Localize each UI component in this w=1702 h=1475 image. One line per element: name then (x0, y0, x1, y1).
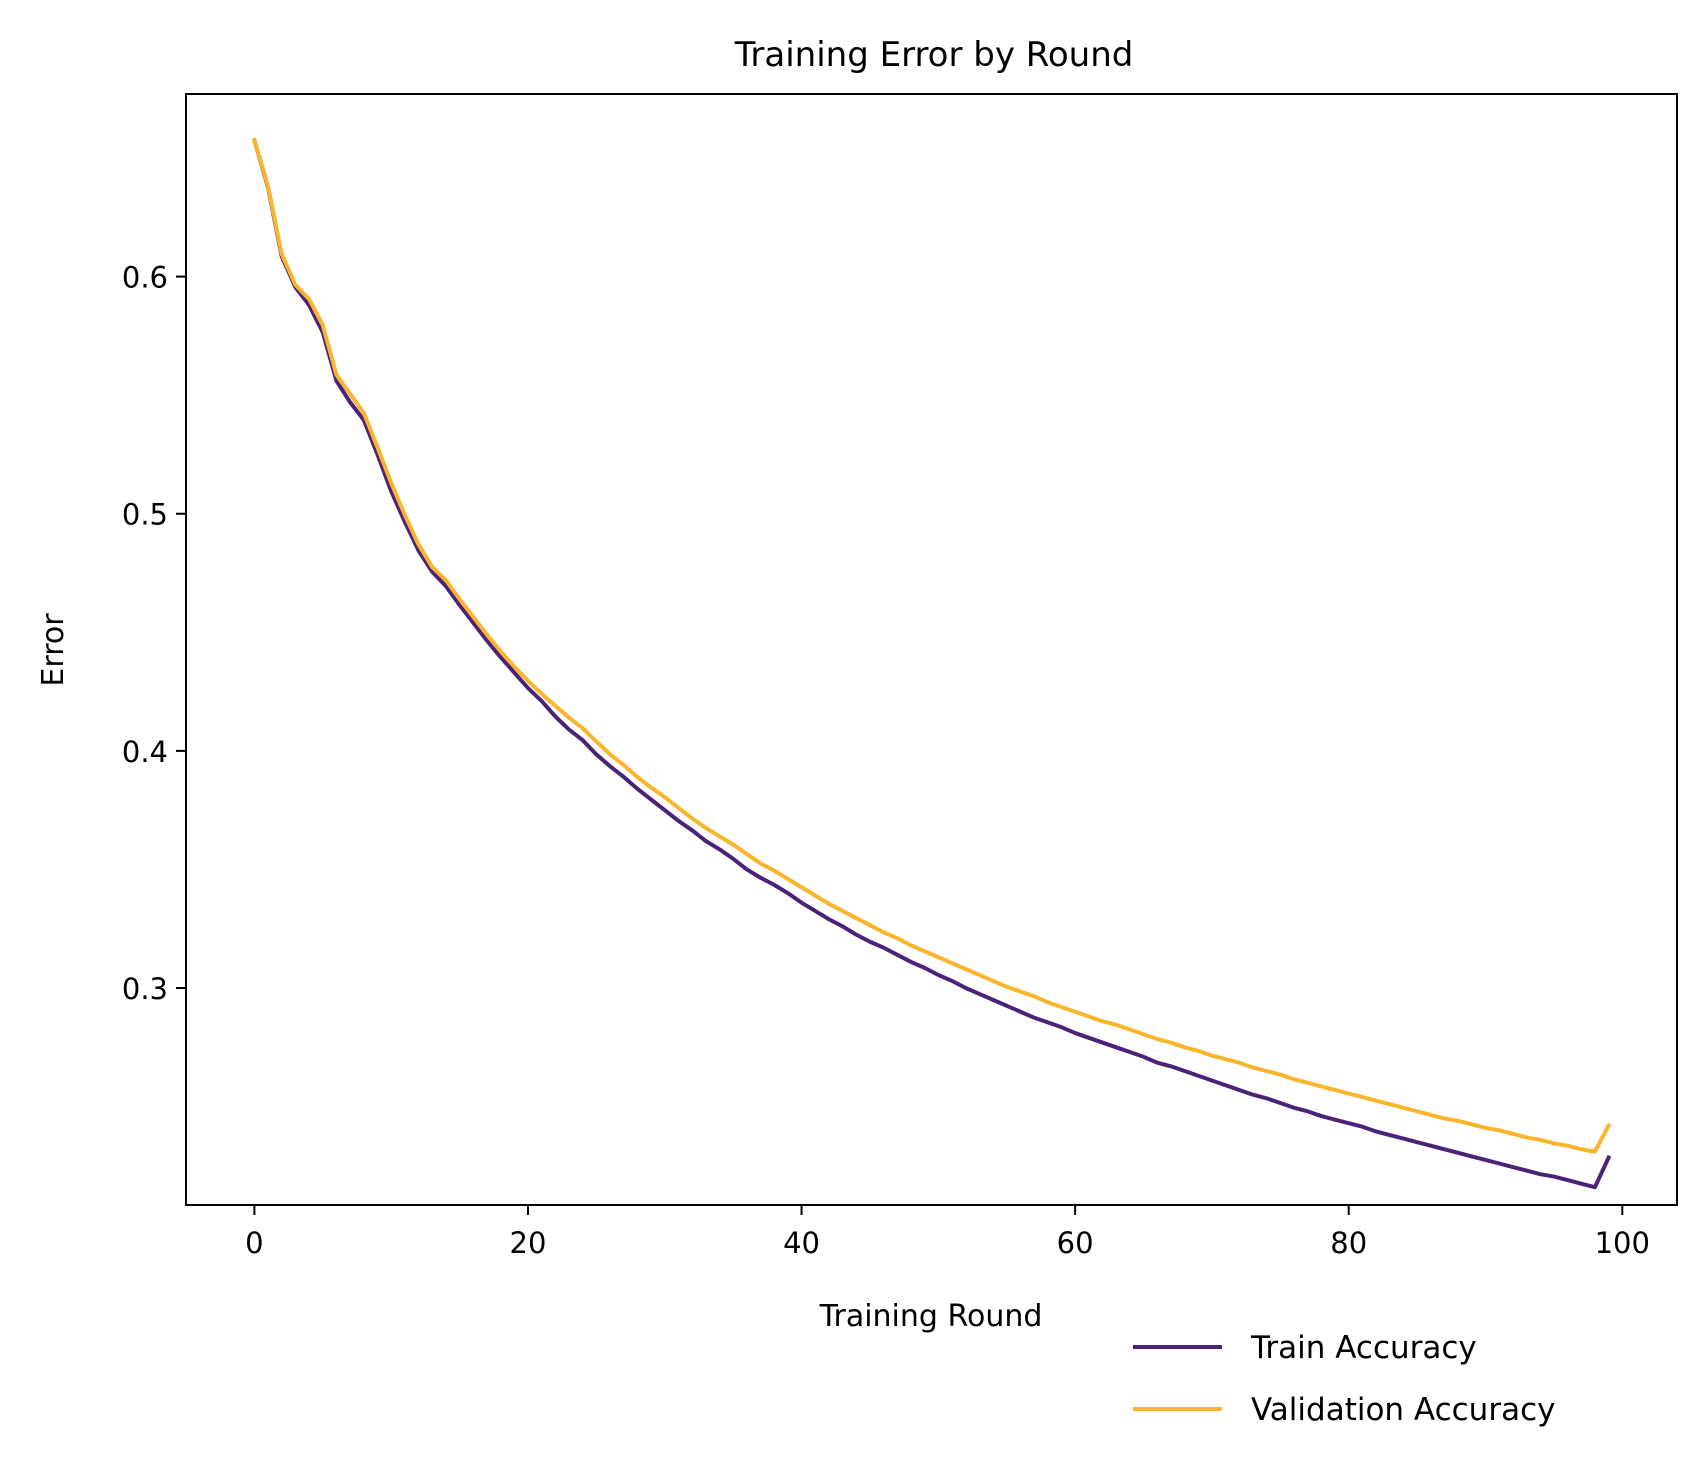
x-tick-label: 0 (245, 1226, 263, 1260)
legend-label-validation: Validation Accuracy (1251, 1392, 1555, 1428)
series-line-validation (251, 137, 1612, 1154)
series-lines (251, 137, 1612, 1190)
y-axis: 0.3 0.4 0.5 0.6 (122, 261, 186, 1006)
x-axis-label: Training Round (819, 1299, 1043, 1334)
x-axis: 0 20 40 60 80 100 (245, 1205, 1650, 1260)
y-tick-label: 0.5 (122, 498, 168, 532)
y-tick-label: 0.4 (122, 735, 168, 769)
y-tick-label: 0.6 (122, 261, 168, 295)
chart-title: Training Error by Round (734, 35, 1134, 75)
series-line-train (251, 137, 1612, 1190)
x-tick-label: 40 (783, 1226, 820, 1260)
y-axis-label: Error (36, 613, 71, 687)
plot-frame (185, 93, 1678, 1206)
x-tick-label: 60 (1057, 1226, 1094, 1260)
legend: Train Accuracy Validation Accuracy (1133, 1330, 1555, 1428)
y-tick-label: 0.3 (122, 972, 168, 1006)
legend-label-train: Train Accuracy (1250, 1330, 1477, 1366)
x-tick-label: 20 (510, 1226, 547, 1260)
x-tick-label: 100 (1595, 1226, 1650, 1260)
x-tick-label: 80 (1330, 1226, 1367, 1260)
